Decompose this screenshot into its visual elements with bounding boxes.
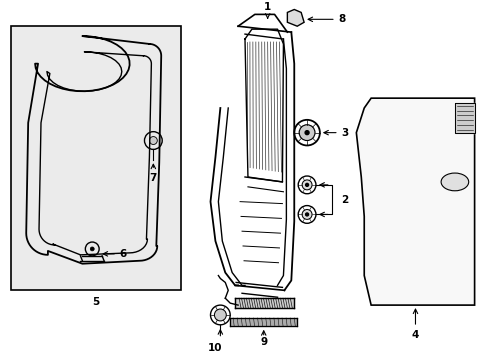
Text: 7: 7 [149,164,157,183]
Text: 10: 10 [208,343,222,352]
Polygon shape [454,103,474,132]
Text: 1: 1 [264,3,271,18]
Text: 8: 8 [307,14,345,24]
Text: 9: 9 [260,337,267,347]
Polygon shape [287,9,304,26]
Circle shape [305,183,308,186]
Text: 2: 2 [341,195,348,204]
Circle shape [302,180,311,190]
Circle shape [90,247,94,251]
Circle shape [299,125,314,140]
Circle shape [214,309,226,321]
Text: 5: 5 [92,297,100,307]
Ellipse shape [440,173,468,191]
Circle shape [305,131,308,135]
Circle shape [149,136,157,144]
Text: 6: 6 [103,249,127,259]
Circle shape [305,213,308,216]
Circle shape [302,210,311,219]
Text: 4: 4 [411,309,418,340]
Polygon shape [356,98,474,305]
Bar [11,26,181,290]
Text: 3: 3 [323,128,348,138]
